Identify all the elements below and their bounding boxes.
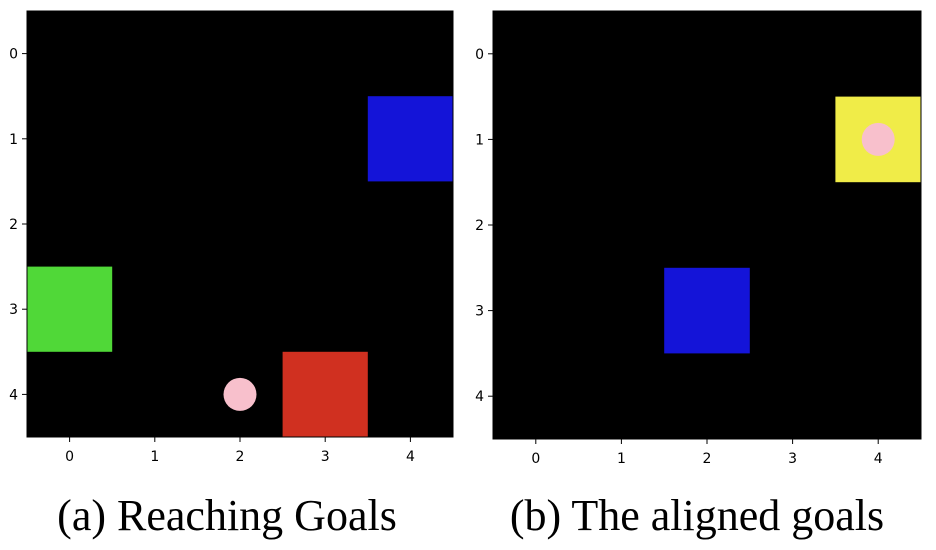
blue-goal-square bbox=[367, 96, 453, 182]
y-tick-label: 2 bbox=[9, 217, 18, 233]
panel-reaching-goals: 0 1 2 3 4 0 1 2 3 4 (a) Reaching Goals bbox=[9, 10, 454, 540]
panel-aligned-goals: 0 1 2 3 4 0 1 2 3 4 (b) The aligned goals bbox=[475, 10, 922, 540]
y-tick-label: 4 bbox=[475, 389, 484, 405]
x-tick-label: 0 bbox=[65, 449, 74, 465]
y-tick-label: 1 bbox=[9, 132, 18, 148]
x-tick-label: 4 bbox=[406, 449, 415, 465]
green-goal-square bbox=[27, 266, 113, 352]
y-tick-label: 2 bbox=[475, 218, 484, 234]
y-tick-label: 4 bbox=[9, 387, 18, 403]
red-goal-square bbox=[282, 351, 368, 437]
x-tick-label: 0 bbox=[531, 451, 540, 467]
y-tick-label: 3 bbox=[475, 304, 484, 320]
grid-background bbox=[493, 11, 921, 439]
x-tick-label: 2 bbox=[703, 451, 712, 467]
x-tick-label: 1 bbox=[150, 449, 159, 465]
y-tick-label: 0 bbox=[9, 47, 18, 63]
x-tick-label: 2 bbox=[236, 449, 245, 465]
x-tick-label: 3 bbox=[788, 451, 797, 467]
agent-circle bbox=[861, 122, 895, 156]
x-tick-label: 1 bbox=[617, 451, 626, 467]
agent-circle bbox=[223, 377, 257, 411]
blue-goal-square bbox=[664, 267, 750, 354]
grid-background bbox=[27, 11, 453, 437]
y-tick-label: 3 bbox=[9, 302, 18, 318]
x-tick-label: 3 bbox=[321, 449, 330, 465]
panel-caption: (b) The aligned goals bbox=[510, 491, 884, 540]
y-tick-label: 1 bbox=[475, 132, 484, 148]
y-tick-label: 0 bbox=[475, 47, 484, 63]
x-tick-label: 4 bbox=[874, 451, 883, 467]
panel-caption: (a) Reaching Goals bbox=[57, 491, 397, 540]
